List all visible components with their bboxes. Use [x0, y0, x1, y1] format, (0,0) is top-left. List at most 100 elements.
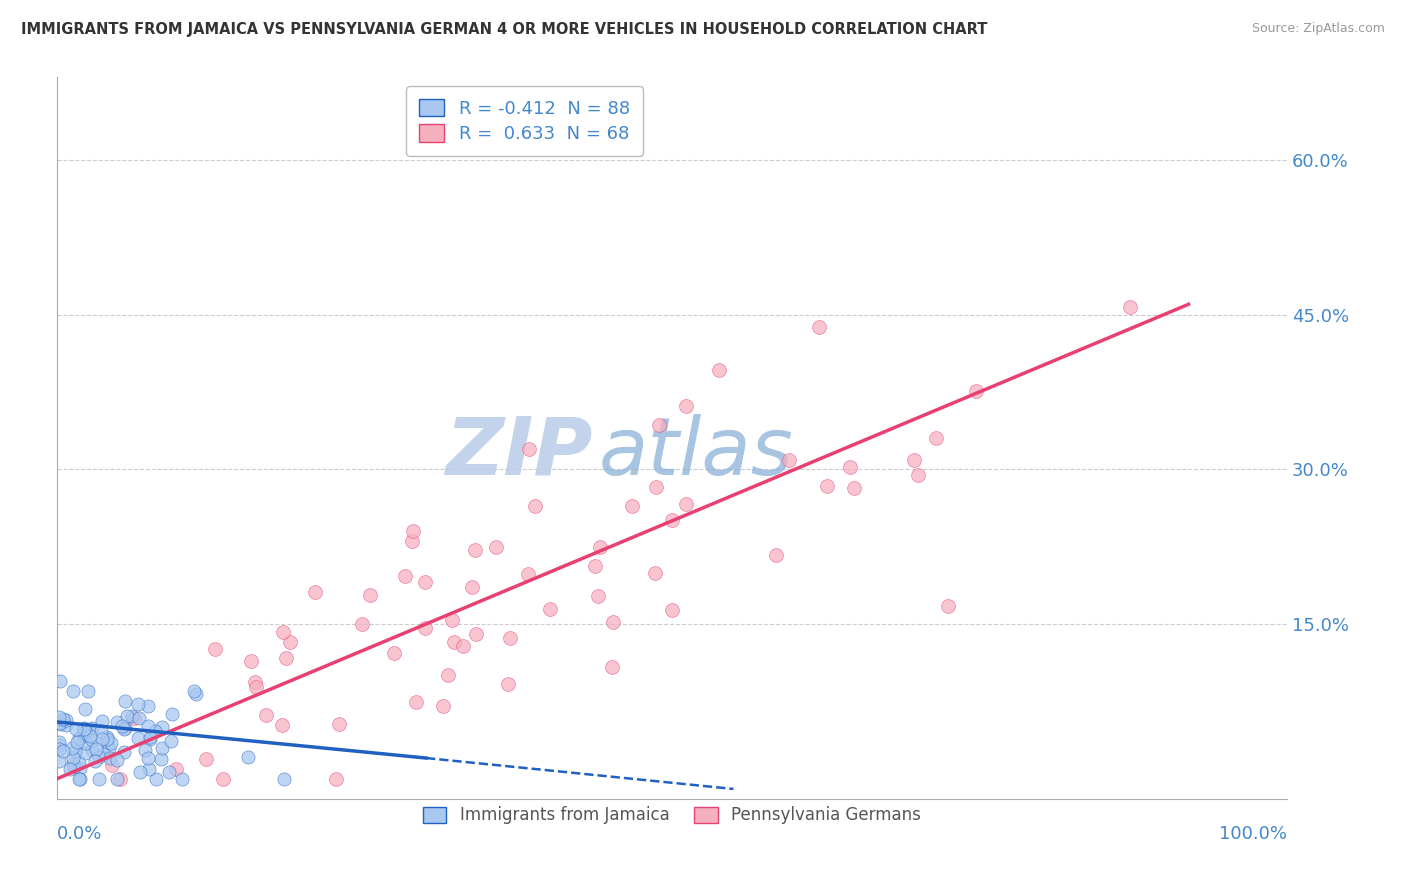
Point [75, 735, 97, 749]
Point [271, 624, 294, 639]
Point [114, 694, 136, 708]
Point [60, 741, 83, 756]
Point [62, 683, 84, 698]
Point [124, 711, 146, 725]
Point [903, 453, 925, 467]
Point [87, 750, 110, 764]
Text: Source: ZipAtlas.com: Source: ZipAtlas.com [1251, 22, 1385, 36]
Point [69, 772, 91, 786]
Point [91, 714, 114, 728]
Point [707, 363, 730, 377]
Point [172, 772, 194, 786]
Point [80, 732, 103, 747]
Point [80, 742, 103, 756]
Point [48, 710, 70, 724]
Point [325, 772, 347, 786]
Point [437, 668, 460, 682]
Point [675, 399, 697, 413]
Point [77, 724, 100, 739]
Point [965, 384, 987, 398]
Point [440, 613, 463, 627]
Point [100, 736, 122, 750]
Point [499, 631, 522, 645]
Text: ZIP: ZIP [444, 414, 592, 491]
Point [90, 724, 112, 739]
Point [58, 762, 80, 776]
Point [65, 723, 87, 737]
Point [401, 533, 423, 548]
Point [211, 772, 233, 786]
Point [204, 641, 226, 656]
Point [160, 733, 183, 747]
Point [101, 758, 124, 772]
Point [186, 687, 208, 701]
Point [76, 683, 98, 698]
Point [62, 751, 84, 765]
Point [138, 730, 160, 744]
Point [48, 674, 70, 689]
Point [112, 745, 135, 759]
Point [517, 442, 540, 456]
Point [600, 660, 623, 674]
Point [586, 589, 609, 603]
Point [72, 726, 94, 740]
Point [84, 742, 107, 756]
Point [585, 558, 607, 573]
Point [443, 635, 465, 649]
Point [55, 713, 77, 727]
Point [402, 524, 425, 539]
Point [139, 731, 162, 746]
Point [278, 635, 301, 649]
Point [274, 650, 297, 665]
Point [136, 698, 159, 713]
Point [96, 735, 118, 749]
Point [69, 756, 91, 770]
Point [82, 721, 104, 735]
Point [644, 566, 666, 581]
Point [111, 719, 134, 733]
Point [91, 747, 114, 762]
Point [839, 459, 862, 474]
Point [496, 676, 519, 690]
Point [52, 712, 75, 726]
Point [907, 467, 929, 482]
Point [304, 585, 326, 599]
Point [66, 735, 89, 749]
Point [464, 543, 486, 558]
Point [55, 718, 77, 732]
Point [405, 695, 427, 709]
Point [73, 728, 96, 742]
Point [602, 615, 624, 630]
Point [87, 772, 110, 786]
Point [765, 548, 787, 562]
Point [460, 581, 482, 595]
Point [67, 772, 90, 786]
Point [236, 749, 259, 764]
Point [128, 711, 150, 725]
Point [108, 772, 131, 786]
Point [648, 418, 671, 433]
Point [465, 626, 488, 640]
Text: IMMIGRANTS FROM JAMAICA VS PENNSYLVANIA GERMAN 4 OR MORE VEHICLES IN HOUSEHOLD C: IMMIGRANTS FROM JAMAICA VS PENNSYLVANIA … [21, 22, 987, 37]
Point [936, 599, 959, 613]
Point [96, 731, 118, 745]
Point [675, 497, 697, 511]
Point [79, 729, 101, 743]
Point [621, 500, 644, 514]
Point [98, 751, 121, 765]
Point [254, 708, 277, 723]
Point [115, 708, 138, 723]
Point [243, 675, 266, 690]
Point [136, 751, 159, 765]
Point [138, 718, 160, 732]
Point [924, 431, 946, 445]
Point [105, 772, 128, 786]
Point [183, 683, 205, 698]
Point [91, 731, 114, 746]
Point [48, 739, 70, 753]
Point [394, 569, 416, 583]
Point [62, 760, 84, 774]
Point [48, 754, 70, 768]
Point [160, 706, 183, 721]
Point [245, 681, 267, 695]
